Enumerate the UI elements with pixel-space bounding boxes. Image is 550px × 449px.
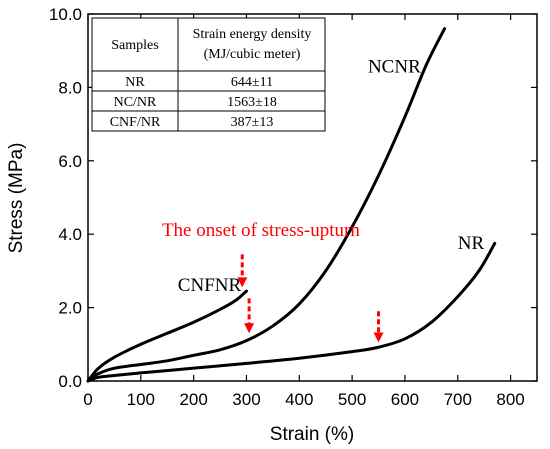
x-tick-label: 500 (338, 390, 366, 409)
table-cell-value: 644±11 (231, 75, 273, 90)
y-tick-label: 2.0 (58, 299, 82, 318)
y-axis-title: Stress (MPa) (6, 143, 27, 254)
curve-label: NCNR (368, 57, 421, 78)
stress-upturn-annotation: The onset of stress-upturn (162, 220, 360, 241)
table-header-samples: Samples (111, 38, 158, 53)
annotation-arrows (237, 254, 384, 343)
table-cell-value: 387±13 (231, 115, 274, 130)
table-cell-value: 1563±18 (227, 95, 277, 110)
y-tick-label: 6.0 (58, 152, 82, 171)
plot-frame (87, 13, 538, 382)
x-tick-label: 700 (444, 390, 472, 409)
table-cell-sample: NR (125, 75, 145, 90)
table-border (91, 17, 326, 132)
x-tick-label: 400 (285, 390, 313, 409)
x-tick-label: 0 (83, 390, 92, 409)
annotation-arrow-head (237, 277, 248, 288)
y-tick-label: 10.0 (49, 5, 82, 24)
curve-cnfnr (86, 289, 248, 383)
x-tick-label: 100 (127, 390, 155, 409)
curve-ncnr (86, 27, 447, 383)
table-cell-sample: NC/NR (114, 95, 157, 110)
curve-nr (86, 241, 497, 383)
table-header-unit: (MJ/cubic meter) (204, 47, 301, 62)
x-axis-title: Strain (%) (270, 424, 354, 445)
curve-label: NR (458, 233, 485, 254)
y-tick-label: 4.0 (58, 225, 82, 244)
x-tick-label: 800 (496, 390, 524, 409)
curves (86, 27, 497, 383)
annotation-arrow-head (244, 323, 255, 334)
x-axis-ticks: 0 100 200 300 400 500 600 700 800 (83, 14, 525, 409)
y-tick-label: 8.0 (58, 78, 82, 97)
table-cell-sample: CNF/NR (110, 115, 161, 130)
curve-labels: CNFNR NCNR NR (178, 57, 485, 296)
y-tick-label: 0.0 (58, 372, 82, 391)
x-tick-label: 300 (232, 390, 260, 409)
y-axis-ticks: 0.0 2.0 4.0 6.0 8.0 10.0 (49, 5, 537, 391)
energy-density-table: Samples Strain energy density (MJ/cubic … (91, 17, 326, 132)
annotation-arrow-head (373, 332, 384, 343)
x-tick-label: 600 (391, 390, 419, 409)
x-tick-label: 200 (179, 390, 207, 409)
curve-label: CNFNR (178, 275, 242, 296)
table-header-energy: Strain energy density (193, 27, 312, 42)
